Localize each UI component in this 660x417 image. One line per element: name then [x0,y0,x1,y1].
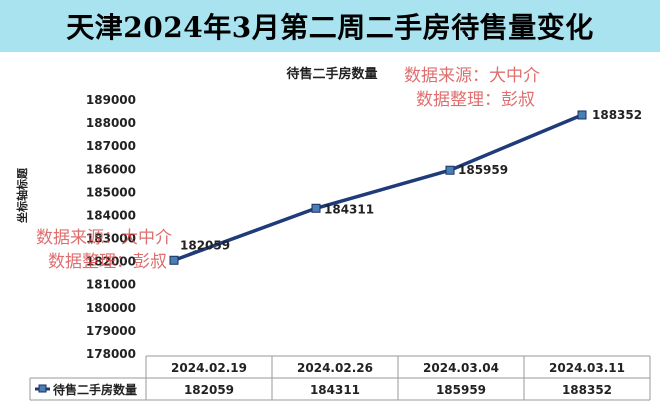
data-point-marker [169,255,179,265]
y-axis-title: 坐标轴标题 [16,168,29,223]
y-tick-label: 185000 [86,185,136,199]
watermark-author-text: 数据整理：彭叔 [48,252,167,272]
data-point-marker [577,110,587,120]
y-axis: 178000 179000 180000 181000 182000 183000 1840… [86,93,136,361]
legend-series-name: 待售二手房数量 [53,382,137,397]
table-value-cell: 185959 [436,383,486,397]
data-label: 182059 [180,238,230,252]
legend-marker [38,384,47,393]
y-tick-label: 187000 [86,139,136,153]
data-label: 185959 [458,163,508,177]
watermark-top-right: 数据来源：大中介 数据整理：彭叔 [404,64,540,112]
data-table: 2024.02.19 182059 2024.02.26 184311 2024.03.… [29,355,651,401]
data-label: 184311 [324,202,374,216]
y-tick-label: 186000 [86,162,136,176]
data-point-marker [311,203,321,213]
watermark-author-text: 数据整理：彭叔 [416,90,535,110]
table-value-cell: 184311 [310,383,360,397]
table-value-cell: 188352 [562,383,612,397]
x-category-label: 2024.02.19 [171,361,247,375]
x-category-label: 2024.02.26 [297,361,373,375]
y-tick-label: 188000 [86,116,136,130]
y-tick-label: 183000 [86,232,136,246]
watermark-source-text: 数据来源：大中介 [36,228,172,248]
y-tick-label: 189000 [86,93,136,107]
table-value-cell: 182059 [184,383,234,397]
watermark-source-text: 数据来源：大中介 [404,66,540,86]
watermark-left: 数据来源：大中介 数据整理：彭叔 [36,226,172,274]
chart-title: 待售二手房数量 [285,66,377,82]
data-label: 188352 [592,108,642,122]
data-point-marker [445,165,455,175]
y-tick-label: 184000 [86,208,136,222]
series-path [173,113,583,262]
y-tick-label: 180000 [86,301,136,315]
page-title: 天津2024年3月第二周二手房待售量变化 [66,11,594,44]
y-tick-label: 179000 [86,324,136,338]
y-tick-label: 181000 [86,278,136,292]
data-labels: 182059 184311 185959 188352 [180,108,642,252]
title-bar: 天津2024年3月第二周二手房待售量变化 [0,0,660,52]
y-tick-label: 182000 [86,255,136,269]
x-category-label: 2024.03.11 [549,361,625,375]
y-tick-label: 178000 [86,347,136,361]
series-line [169,110,587,265]
x-category-label: 2024.03.04 [423,361,499,375]
